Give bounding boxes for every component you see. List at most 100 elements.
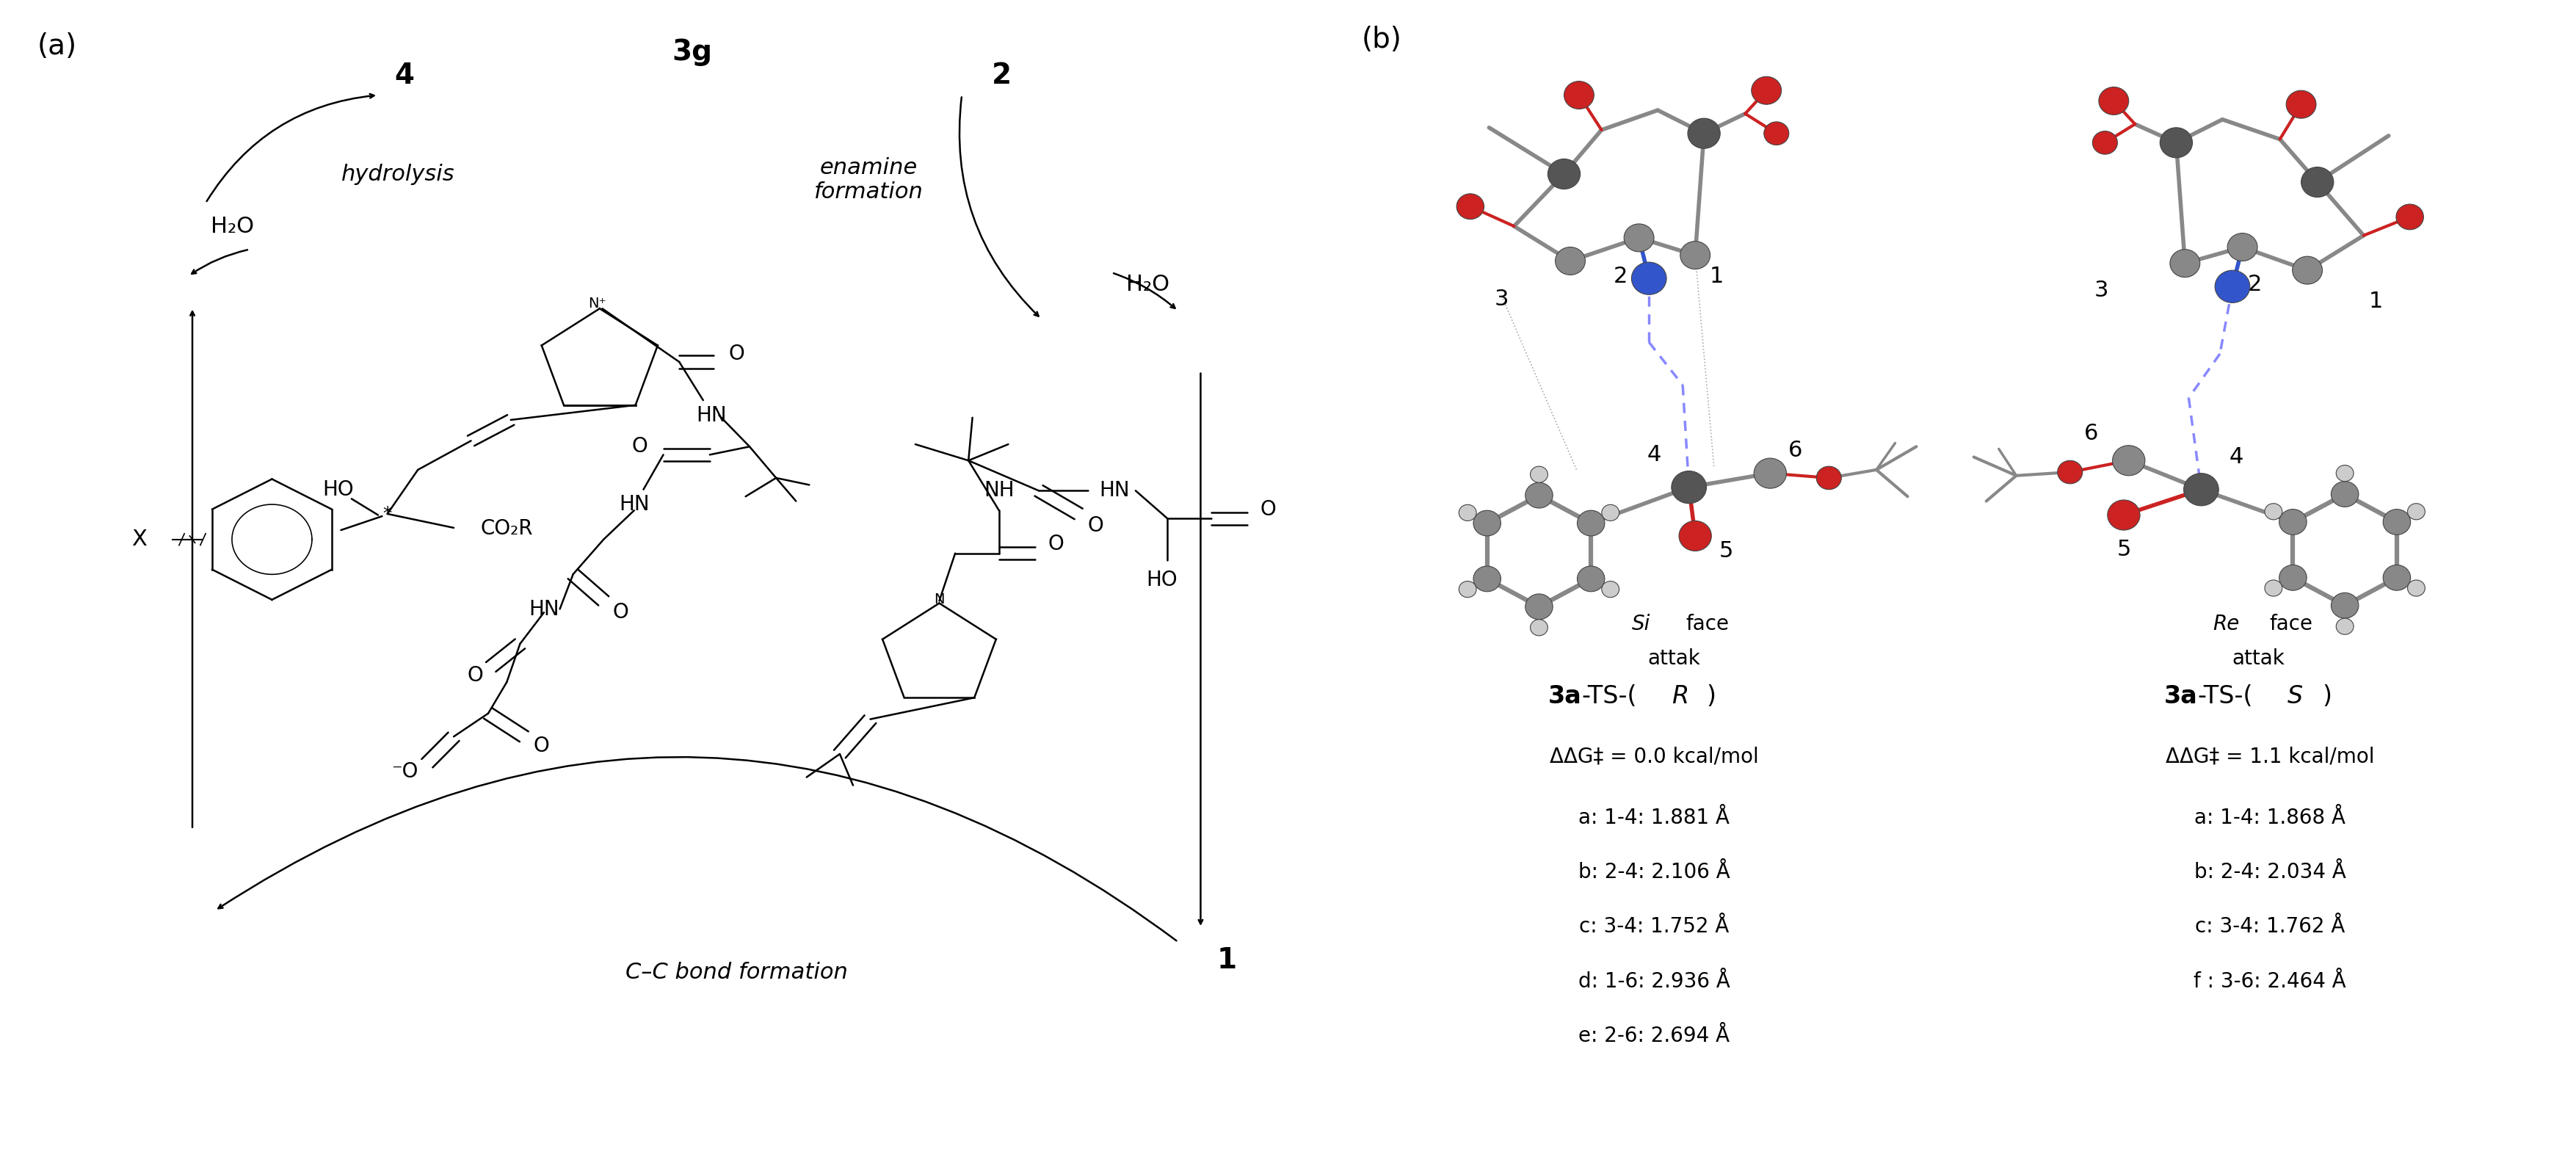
Text: face: face [2269,614,2313,635]
Circle shape [1556,247,1584,275]
Circle shape [2159,128,2192,158]
Text: c: 3-4: 1.752 Å: c: 3-4: 1.752 Å [1579,916,1728,937]
Text: e: 2-6: 2.694 Å: e: 2-6: 2.694 Å [1579,1025,1728,1046]
Text: O: O [631,436,647,457]
Text: (a): (a) [36,32,77,60]
Text: X: X [131,529,147,550]
Circle shape [1602,581,1620,597]
Circle shape [2280,565,2306,590]
Text: 6: 6 [1788,440,1803,461]
Text: O: O [729,343,744,364]
Text: attak: attak [1649,648,1700,669]
Circle shape [2169,249,2200,277]
Circle shape [2280,509,2306,535]
Text: -TS-(: -TS-( [2197,684,2254,708]
Circle shape [1525,483,1553,508]
Circle shape [1473,566,1502,592]
Text: H₂O: H₂O [211,216,255,237]
Text: 2: 2 [2249,274,2262,295]
Circle shape [1458,505,1476,521]
Text: Si: Si [1633,614,1651,635]
Circle shape [2285,90,2316,118]
Circle shape [2215,270,2249,303]
Circle shape [2383,509,2411,535]
Text: ): ) [1705,684,1716,708]
Circle shape [2331,593,2360,618]
Circle shape [2336,465,2354,481]
Text: -TS-(: -TS-( [1582,684,1636,708]
Circle shape [2293,256,2324,284]
Text: HN: HN [618,494,649,515]
Circle shape [2409,580,2424,596]
Circle shape [1530,619,1548,636]
Circle shape [1525,594,1553,619]
Circle shape [1680,521,1710,551]
Circle shape [2409,503,2424,520]
Circle shape [2112,445,2146,476]
Text: O: O [533,735,549,756]
Circle shape [1752,77,1783,104]
Circle shape [2264,503,2282,520]
Text: ΔΔG‡ = 1.1 kcal/mol: ΔΔG‡ = 1.1 kcal/mol [2166,746,2375,767]
Text: ⁻O: ⁻O [392,761,417,782]
Text: O: O [1260,499,1275,520]
Text: 2: 2 [1613,266,1628,287]
Text: face: face [1687,614,1728,635]
Circle shape [2184,473,2218,506]
Text: CO₂R: CO₂R [482,519,533,539]
Text: N: N [935,593,945,607]
Text: 3a: 3a [2164,684,2197,708]
Circle shape [2300,167,2334,197]
Text: c: 3-4: 1.762 Å: c: 3-4: 1.762 Å [2195,916,2344,937]
Text: O: O [1087,515,1103,536]
Text: a: 1-4: 1.881 Å: a: 1-4: 1.881 Å [1579,807,1728,828]
Circle shape [1765,122,1788,145]
Text: O: O [466,665,482,686]
Text: 1: 1 [1218,947,1236,974]
Circle shape [1473,510,1502,536]
Text: 3: 3 [1494,289,1510,310]
Text: attak: attak [2233,648,2285,669]
Text: NH: NH [984,480,1015,501]
Text: H₂O: H₂O [1126,274,1170,295]
Text: 4: 4 [394,61,415,89]
Circle shape [1672,471,1705,503]
Circle shape [1455,194,1484,219]
Circle shape [2099,87,2128,115]
Text: (b): (b) [1363,26,1401,53]
Text: 6: 6 [2084,423,2099,444]
Circle shape [1623,224,1654,252]
Text: *: * [384,505,392,523]
Circle shape [2228,233,2257,261]
Circle shape [1680,241,1710,269]
Circle shape [2058,461,2081,484]
Circle shape [1458,581,1476,597]
Text: b: 2-4: 2.106 Å: b: 2-4: 2.106 Å [1579,862,1731,883]
Circle shape [1564,81,1595,109]
Circle shape [2331,481,2360,507]
Circle shape [1602,505,1620,521]
Text: Re: Re [2213,614,2239,635]
Text: HO: HO [1146,570,1177,590]
Circle shape [1577,510,1605,536]
Circle shape [1530,466,1548,483]
Text: hydrolysis: hydrolysis [340,164,456,184]
Text: C–C bond formation: C–C bond formation [626,962,848,983]
Text: 2: 2 [992,61,1012,89]
Circle shape [2383,565,2411,590]
Circle shape [2396,204,2424,230]
Circle shape [2107,500,2141,530]
Text: O: O [1048,534,1064,554]
Text: 1: 1 [2370,291,2383,312]
Text: O: O [613,602,629,623]
Circle shape [2264,580,2282,596]
Text: 1: 1 [1710,266,1723,287]
Text: 5: 5 [2117,539,2130,560]
Text: 3: 3 [2094,280,2107,300]
Circle shape [1577,566,1605,592]
Circle shape [2092,131,2117,154]
Text: 3g: 3g [672,38,714,66]
Text: ): ) [2324,684,2331,708]
Text: 5: 5 [1718,541,1734,561]
Text: HN: HN [696,405,726,426]
